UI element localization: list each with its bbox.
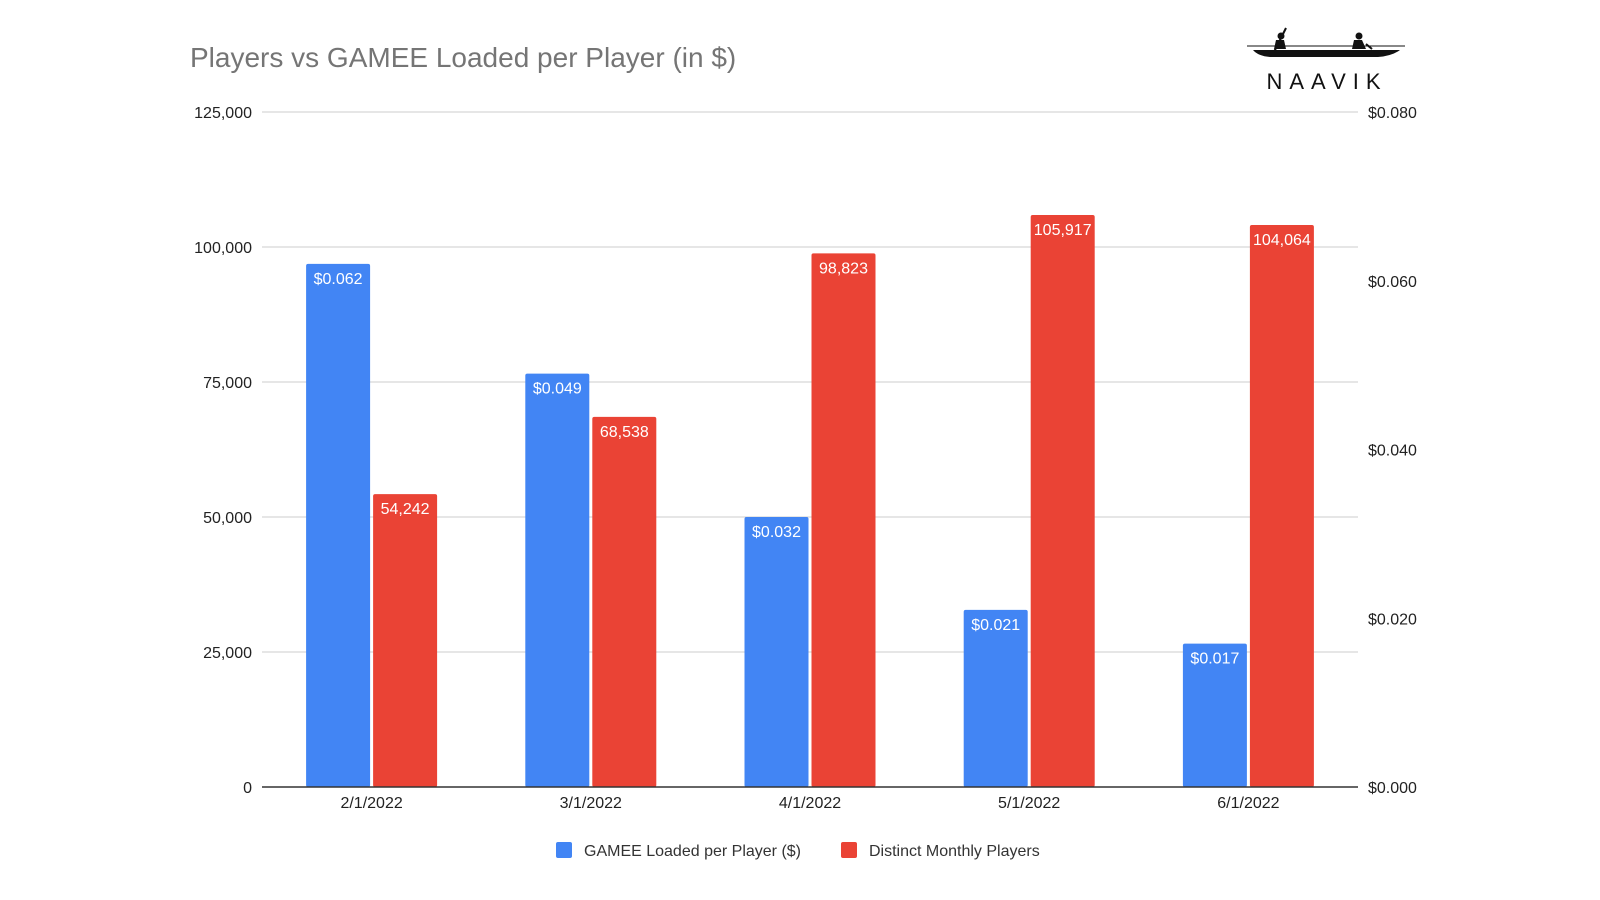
- bar: [592, 416, 657, 787]
- legend-swatch: [841, 842, 857, 858]
- data-label: $0.032: [752, 524, 801, 541]
- bars: $0.062 54,242 $0.049 68,538 $0.032 98,823 $0.0…: [306, 215, 1314, 788]
- gridlines: [262, 111, 1358, 653]
- data-label: 54,242: [381, 501, 430, 518]
- bar: [306, 263, 371, 787]
- left-tick-label: 75,000: [203, 375, 252, 392]
- bar: [963, 609, 1028, 787]
- x-tick-label: 4/1/2022: [779, 795, 841, 812]
- left-tick-label: 100,000: [194, 240, 252, 257]
- left-tick-label: 50,000: [203, 510, 252, 527]
- data-label: 104,064: [1253, 232, 1311, 249]
- logo-text: NAAVIK: [1266, 69, 1387, 94]
- boat-rowers-icon: [1247, 27, 1405, 57]
- bar: [1182, 643, 1247, 787]
- bar: [1030, 215, 1095, 787]
- x-tick-label: 6/1/2022: [1217, 795, 1279, 812]
- left-axis: 0 25,000 50,000 75,000 100,000 125,000: [194, 105, 252, 797]
- data-label: 105,917: [1034, 222, 1092, 239]
- right-tick-label: $0.020: [1368, 611, 1417, 628]
- naavik-logo: NAAVIK: [1247, 27, 1405, 94]
- data-label: $0.049: [533, 381, 582, 398]
- left-tick-label: 25,000: [203, 645, 252, 662]
- bar: [811, 253, 876, 787]
- right-tick-label: $0.060: [1368, 274, 1417, 291]
- left-tick-label: 125,000: [194, 105, 252, 122]
- right-tick-label: $0.000: [1368, 780, 1417, 797]
- legend-swatch: [556, 842, 572, 858]
- right-axis: $0.000 $0.020 $0.040 $0.060 $0.080: [1368, 105, 1417, 797]
- bar: [744, 517, 809, 787]
- legend-label: Distinct Monthly Players: [869, 843, 1040, 860]
- chart-title: Players vs GAMEE Loaded per Player (in $…: [190, 42, 736, 73]
- right-tick-label: $0.080: [1368, 105, 1417, 122]
- data-label: 68,538: [600, 424, 649, 441]
- x-axis: 2/1/2022 3/1/2022 4/1/2022 5/1/2022 6/1/2022: [340, 795, 1279, 812]
- data-label: 98,823: [819, 260, 868, 277]
- data-label: $0.017: [1190, 651, 1239, 668]
- bar: [373, 494, 438, 787]
- x-tick-label: 5/1/2022: [998, 795, 1060, 812]
- bar: [1249, 225, 1314, 788]
- x-tick-label: 3/1/2022: [560, 795, 622, 812]
- x-tick-label: 2/1/2022: [340, 795, 402, 812]
- right-tick-label: $0.040: [1368, 443, 1417, 460]
- legend-label: GAMEE Loaded per Player ($): [584, 843, 801, 860]
- data-label: $0.021: [971, 617, 1020, 634]
- legend: GAMEE Loaded per Player ($) Distinct Mont…: [556, 842, 1040, 860]
- bar: [525, 373, 590, 787]
- left-tick-label: 0: [243, 780, 252, 797]
- data-label: $0.062: [314, 271, 363, 288]
